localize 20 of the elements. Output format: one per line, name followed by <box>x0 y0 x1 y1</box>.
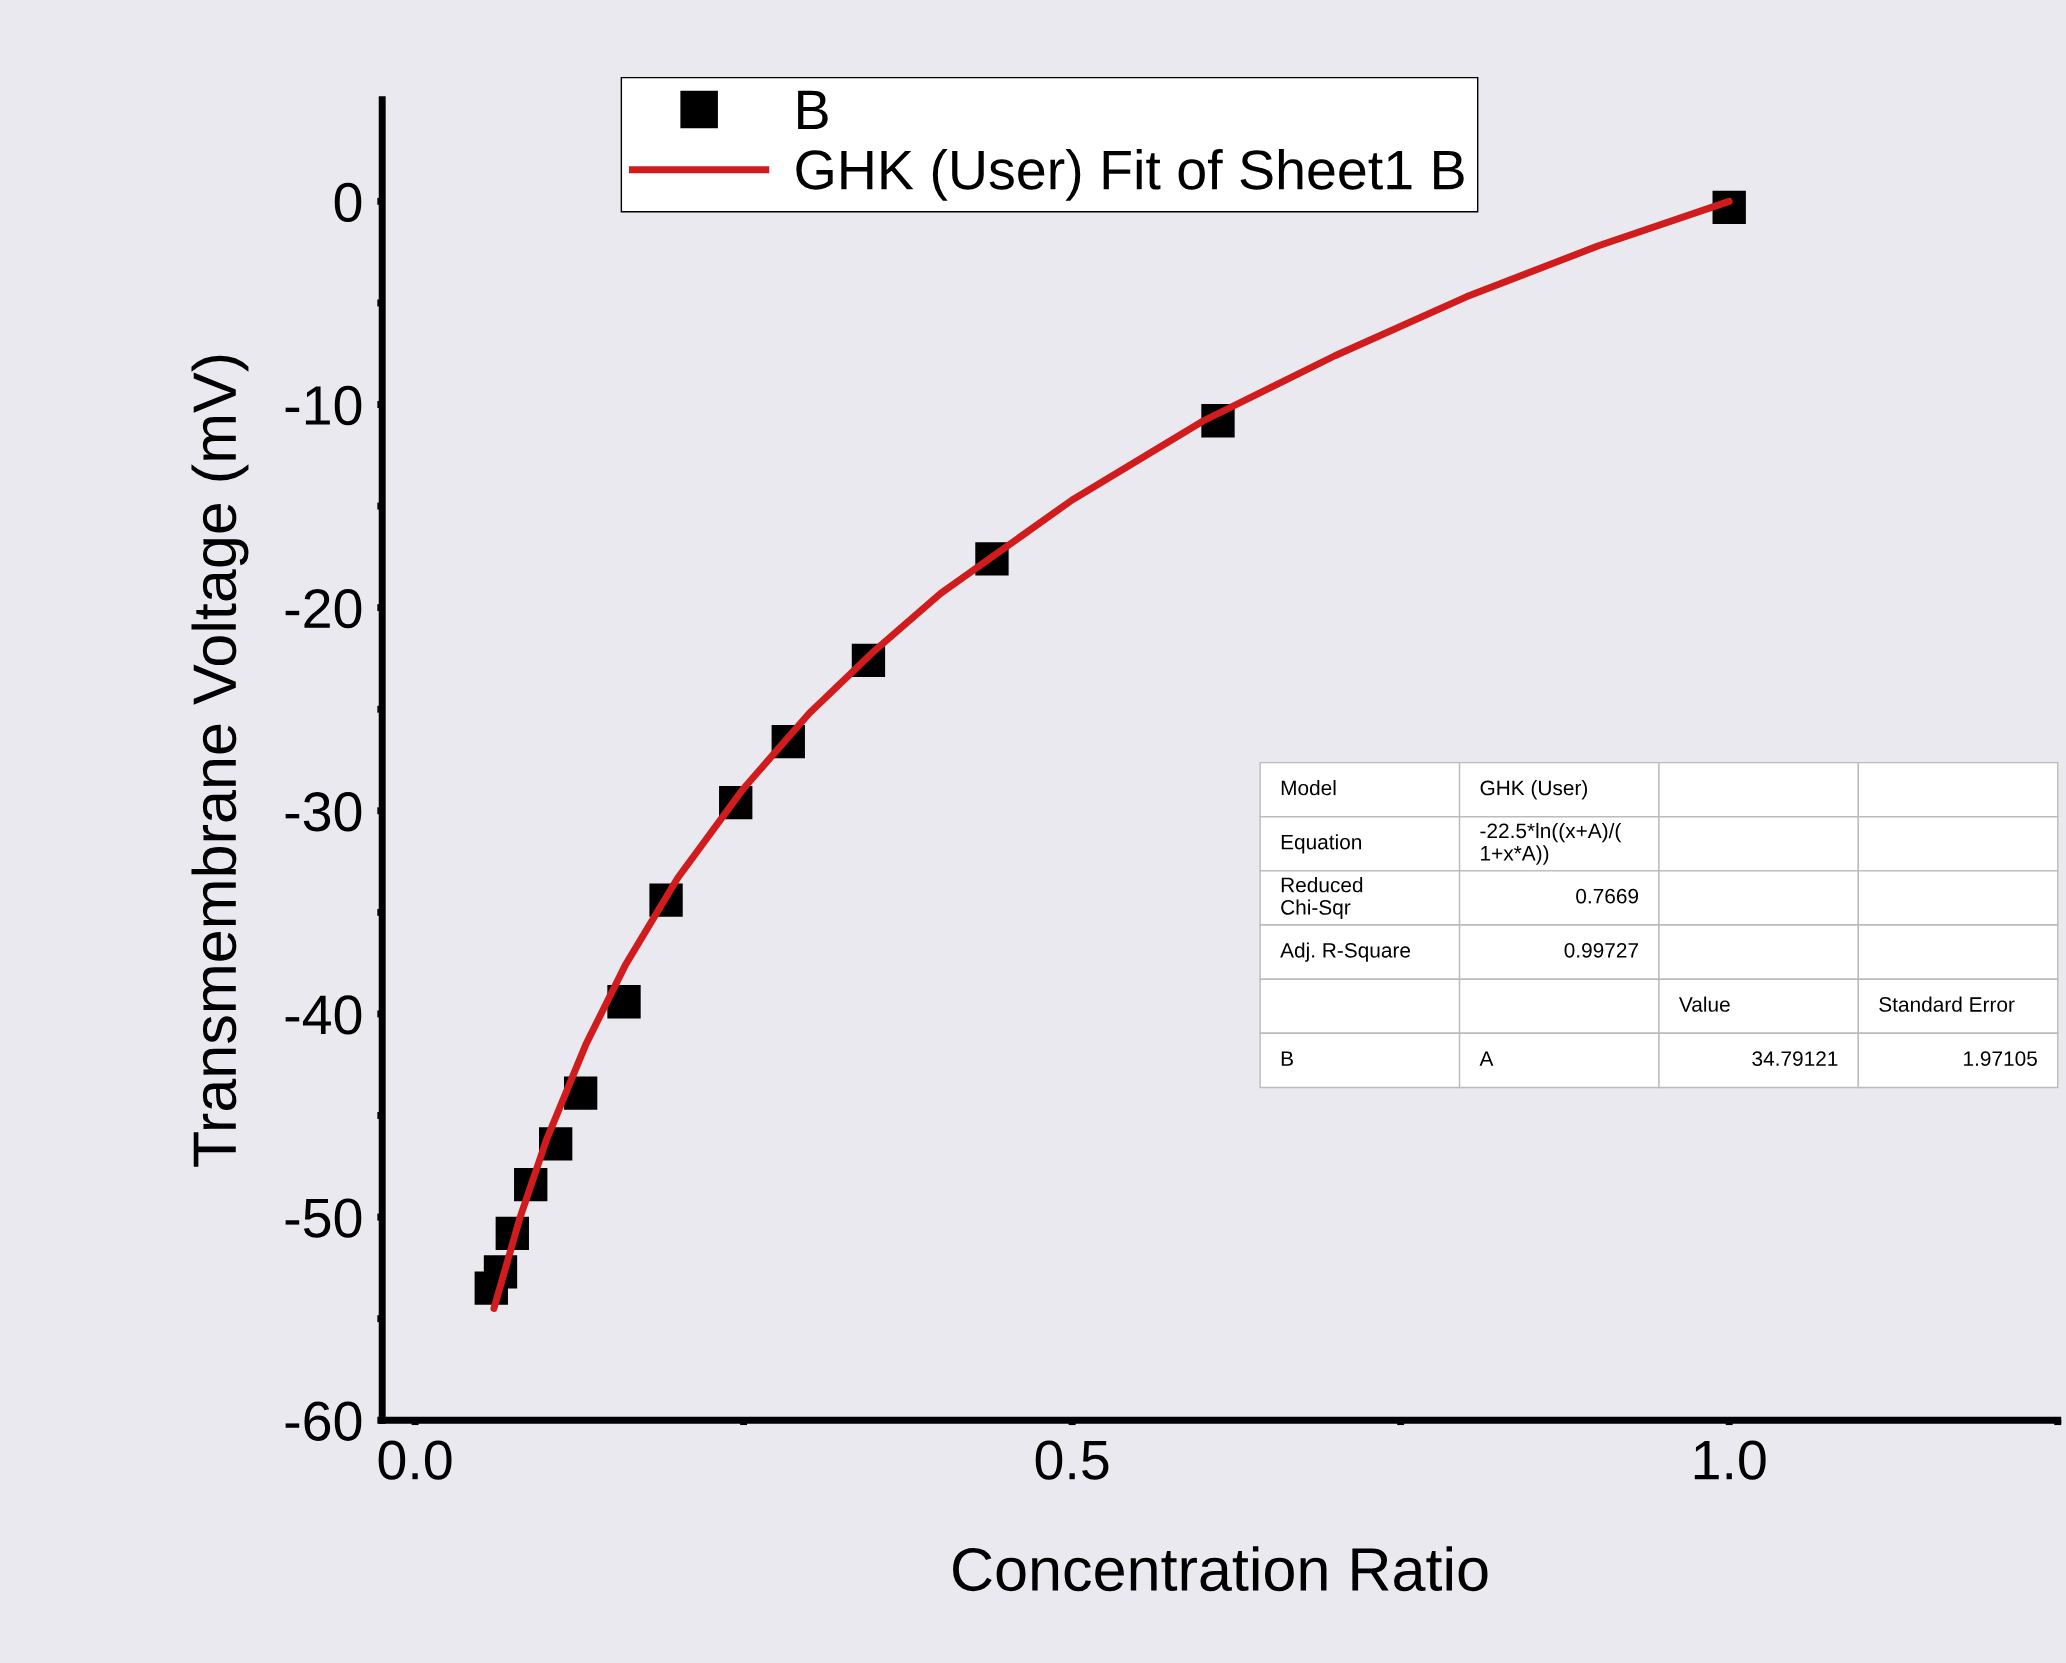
y-tick-label: -50 <box>285 1198 362 1238</box>
legend-label: B <box>798 90 828 130</box>
y-tick-label: 0 <box>334 182 362 223</box>
text: Adj. R-Square 0.99727 <box>1280 942 1638 962</box>
y-tick-label: -40 <box>285 995 362 1035</box>
legend-label: GHK (User) Fit of Sheet1 B <box>796 148 1464 201</box>
y-tick-label: -60 <box>285 1401 362 1441</box>
y-axis-title: Transmembrane Voltage (mV) <box>191 355 249 1167</box>
y-tick-label: -20 <box>285 588 362 629</box>
text: Equation -22.5*ln((x+A)/( 1+x*A)) <box>1281 822 1622 865</box>
y-tick-label: -30 <box>285 792 362 832</box>
x-tick-label: 0.0 <box>378 1440 452 1480</box>
x-axis-title: Concentration Ratio <box>953 1546 1488 1592</box>
text: Model GHK (User) <box>1281 779 1588 800</box>
x-tick-label: 1.0 <box>1694 1440 1766 1480</box>
text: B A 34.79121 1.97105 <box>1281 1051 2037 1066</box>
text: Value Standard Error <box>1678 996 2015 1012</box>
y-tick-label: -10 <box>285 385 362 426</box>
x-tick-label: 0.5 <box>1035 1440 1109 1480</box>
text: Reduced Chi-Sqr 0.7669 <box>1281 877 1639 919</box>
